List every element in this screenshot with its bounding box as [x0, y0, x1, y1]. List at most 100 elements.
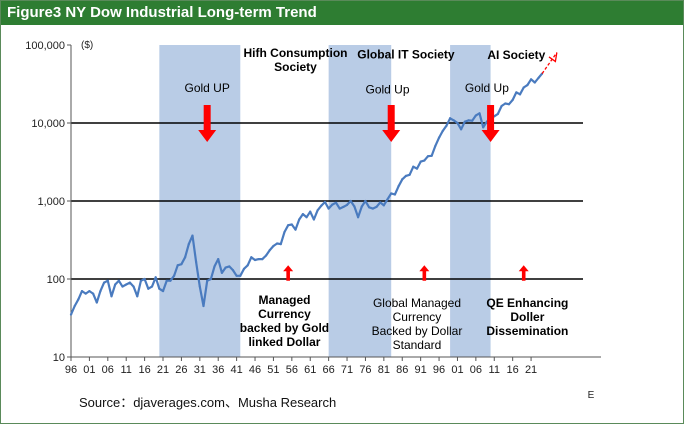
dow-data-point	[412, 165, 415, 168]
dow-data-point	[264, 254, 268, 257]
annotation-5: Gold Up	[465, 81, 509, 95]
dow-data-point	[91, 292, 95, 295]
dow-data-point	[312, 218, 316, 221]
annotation-3: Gold Up	[366, 82, 410, 96]
dow-data-point	[73, 304, 76, 308]
dow-data-point	[415, 167, 419, 170]
axes: 10 100 1,000 10,000 100,000 ($) 96 01 06 11 16 21 26…	[25, 40, 601, 401]
dow-data-point	[125, 283, 128, 286]
annotation-line: Standard	[393, 338, 442, 352]
x-tick-label: 21	[157, 364, 169, 376]
y-tick-label: 100,000	[25, 40, 65, 52]
arrows-layer	[198, 105, 529, 281]
series-layer	[69, 52, 558, 316]
x-tick-label: 41	[231, 364, 243, 376]
dow-data-point	[356, 216, 360, 219]
annotation-line: QE Enhancing	[486, 296, 568, 310]
annotation-2: Global IT Society	[357, 48, 455, 62]
y-tick-label: 10,000	[31, 118, 65, 130]
dow-data-point	[209, 277, 212, 281]
dow-data-point	[169, 279, 172, 282]
dow-data-point	[397, 185, 400, 188]
annotation-line: Gold Up	[465, 81, 509, 95]
dow-data-point	[338, 207, 341, 210]
dow-data-point	[500, 104, 503, 108]
x-tick-label: 81	[378, 364, 390, 376]
dow-data-point	[80, 289, 84, 293]
annotation-line: Doller	[510, 310, 544, 324]
annotation-line: Gold UP	[185, 81, 230, 95]
dow-data-point	[106, 279, 109, 282]
dow-data-point	[147, 287, 150, 290]
x-end-label: E	[588, 390, 595, 401]
x-tick-label: 71	[341, 364, 353, 376]
dow-data-point	[220, 271, 224, 274]
dow-data-point	[334, 201, 338, 204]
x-tick-label: 86	[396, 364, 408, 376]
dow-data-point	[99, 289, 102, 293]
dow-data-point	[518, 93, 522, 96]
annotation-line: Global IT Society	[357, 48, 455, 62]
annotation-line: Currency	[258, 307, 311, 321]
x-tick-label: 16	[507, 364, 519, 376]
x-tick-label: 56	[286, 364, 298, 376]
dow-data-point	[287, 224, 290, 227]
annotation-7: Global Managed Currency Backed by Dollar St…	[372, 296, 463, 352]
dow-data-point	[95, 301, 98, 304]
dow-data-point	[360, 205, 363, 208]
dow-data-point	[482, 126, 485, 129]
x-tick-label: 46	[249, 364, 261, 376]
dow-data-point	[474, 114, 477, 117]
dow-data-point	[103, 281, 106, 284]
dow-data-point	[386, 198, 389, 201]
annotation-line: Society	[274, 60, 317, 74]
dow-data-point	[309, 210, 312, 213]
annotation-line: Currency	[393, 310, 442, 324]
dow-data-point	[121, 285, 124, 288]
dow-data-point	[191, 234, 194, 237]
x-tick-label: 96	[433, 364, 445, 376]
dow-data-point	[187, 243, 190, 246]
dow-data-point	[342, 205, 345, 209]
dow-data-point	[331, 203, 334, 206]
dow-data-point	[437, 136, 441, 139]
dow-data-point	[77, 298, 80, 301]
dow-data-point	[353, 205, 356, 208]
y-unit-label: ($)	[81, 40, 93, 51]
dow-data-point	[198, 285, 201, 288]
dow-data-point	[401, 178, 404, 181]
dow-data-point	[257, 257, 260, 261]
dow-data-point	[117, 279, 120, 282]
annotation-line: Backed by Dollar	[372, 324, 463, 338]
dow-data-point	[228, 265, 231, 268]
x-tick-label: 31	[194, 364, 206, 376]
dow-data-point	[305, 216, 308, 219]
dow-data-point	[323, 200, 327, 204]
dow-data-point	[298, 218, 301, 221]
x-tick-label: 36	[212, 364, 224, 376]
dow-data-point	[132, 285, 135, 288]
annotation-6: Managed Currency backed by Gold linked Doll…	[240, 293, 329, 349]
annotation-line: Dissemination	[486, 324, 568, 338]
annotation-line: Global Managed	[373, 296, 461, 310]
dow-data-point	[290, 223, 293, 226]
gold-up-arrow-1	[382, 105, 401, 143]
dow-data-point	[379, 201, 382, 204]
dow-data-point	[504, 102, 507, 105]
source-note: Source：djaverages.com、Musha Research	[79, 395, 337, 410]
dow-data-point	[294, 228, 297, 231]
dow-data-point	[69, 313, 73, 316]
dow-data-point	[515, 91, 518, 94]
x-tick-label: 01	[451, 364, 463, 376]
dow-data-point	[404, 174, 408, 177]
currency-up-arrow-5	[518, 265, 529, 281]
dow-data-point	[522, 86, 525, 89]
x-tick-label: 11	[489, 364, 500, 376]
dow-data-point	[448, 117, 452, 120]
dow-data-point	[158, 287, 161, 290]
dow-data-point	[478, 112, 481, 115]
dow-data-point	[533, 81, 536, 84]
dow-data-point	[128, 281, 131, 284]
dow-data-point	[242, 267, 246, 270]
